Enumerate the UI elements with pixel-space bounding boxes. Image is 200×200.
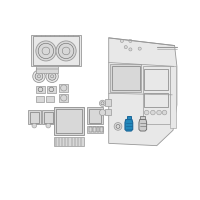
Bar — [144, 93, 168, 107]
Circle shape — [99, 100, 106, 106]
Circle shape — [56, 41, 76, 61]
Bar — [56, 109, 82, 133]
Circle shape — [36, 41, 56, 61]
Polygon shape — [31, 35, 81, 66]
Circle shape — [33, 70, 45, 83]
Circle shape — [162, 110, 167, 115]
Bar — [143, 66, 170, 124]
Circle shape — [32, 123, 37, 128]
Bar — [105, 109, 111, 115]
Bar — [30, 112, 39, 123]
Bar — [89, 109, 101, 123]
Bar — [54, 107, 84, 135]
Bar — [127, 116, 131, 119]
Circle shape — [114, 123, 122, 130]
Circle shape — [129, 39, 132, 42]
Circle shape — [157, 110, 161, 115]
Bar — [140, 116, 145, 119]
Bar — [97, 127, 99, 132]
Circle shape — [129, 48, 132, 51]
Bar — [46, 96, 54, 102]
Bar — [28, 110, 40, 124]
Circle shape — [35, 73, 43, 80]
Polygon shape — [139, 119, 147, 131]
Bar — [112, 66, 140, 90]
Bar — [36, 96, 44, 102]
Circle shape — [124, 46, 127, 49]
Bar — [100, 127, 102, 132]
Bar — [105, 99, 111, 106]
Circle shape — [51, 75, 54, 78]
Bar — [59, 84, 68, 92]
Bar — [59, 94, 68, 102]
Bar — [54, 137, 84, 146]
Bar — [47, 86, 56, 93]
Bar — [36, 66, 58, 73]
Bar — [89, 127, 92, 132]
Bar — [110, 64, 141, 92]
Circle shape — [37, 75, 40, 78]
Bar — [33, 36, 79, 65]
Circle shape — [48, 73, 56, 80]
Bar — [87, 107, 102, 124]
Circle shape — [151, 110, 155, 115]
Bar — [42, 110, 54, 124]
Circle shape — [99, 109, 106, 116]
Bar — [36, 86, 45, 93]
Circle shape — [138, 47, 141, 50]
Bar — [44, 112, 53, 123]
Bar — [144, 69, 168, 90]
Circle shape — [46, 70, 58, 83]
Bar — [87, 126, 102, 133]
Polygon shape — [109, 38, 177, 146]
Circle shape — [61, 85, 67, 91]
Circle shape — [144, 110, 149, 115]
Bar — [93, 127, 96, 132]
Polygon shape — [125, 119, 133, 131]
Circle shape — [46, 123, 51, 128]
Circle shape — [120, 39, 123, 42]
Bar — [170, 66, 176, 128]
Circle shape — [61, 95, 67, 101]
